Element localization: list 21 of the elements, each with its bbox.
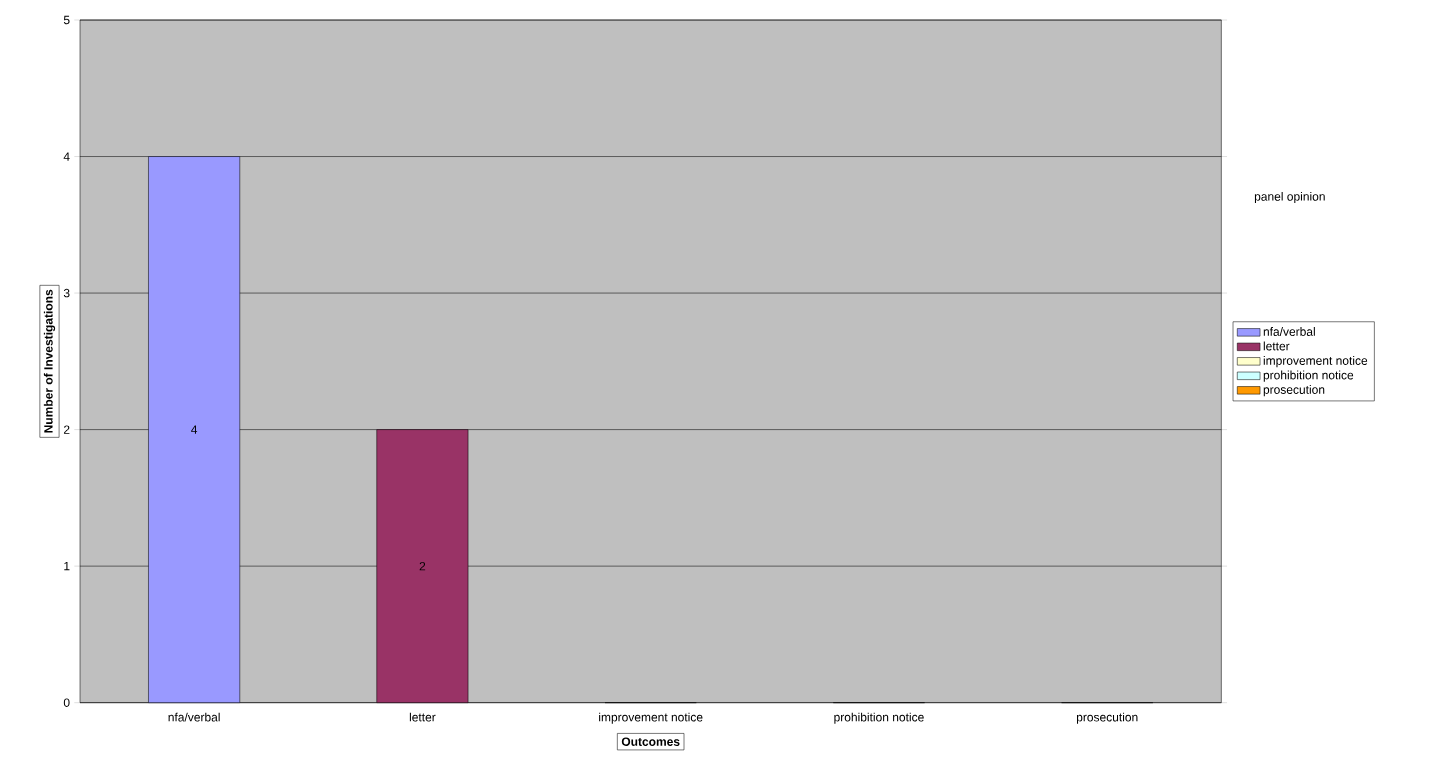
legend-label: prosecution	[1263, 385, 1325, 397]
y-tick-label: 3	[63, 288, 70, 298]
x-tick-label: letter	[409, 712, 436, 722]
y-tick-label: 5	[63, 15, 70, 25]
data-label: 4	[191, 425, 198, 434]
y-tick-label: 0	[63, 698, 70, 708]
y-axis-title: Number of Investigations	[43, 289, 56, 433]
x-tick-label: prosecution	[1076, 712, 1138, 724]
legend-label: improvement notice	[1263, 356, 1368, 368]
legend-label: letter	[1263, 341, 1290, 351]
x-tick-label: improvement notice	[599, 712, 703, 724]
y-tick-label: 2	[63, 425, 70, 434]
y-tick-label: 1	[64, 562, 70, 571]
data-label: 2	[419, 562, 426, 571]
legend-label: prohibition notice	[1263, 370, 1354, 382]
legend-label: nfa/verbal	[1263, 327, 1315, 337]
x-axis-title: Outcomes	[621, 737, 680, 747]
x-tick-label: prohibition notice	[834, 712, 924, 724]
y-tick-label: 4	[63, 152, 70, 161]
x-tick-label: nfa/verbal	[168, 712, 220, 722]
legend-title: panel opinion	[1254, 192, 1325, 204]
